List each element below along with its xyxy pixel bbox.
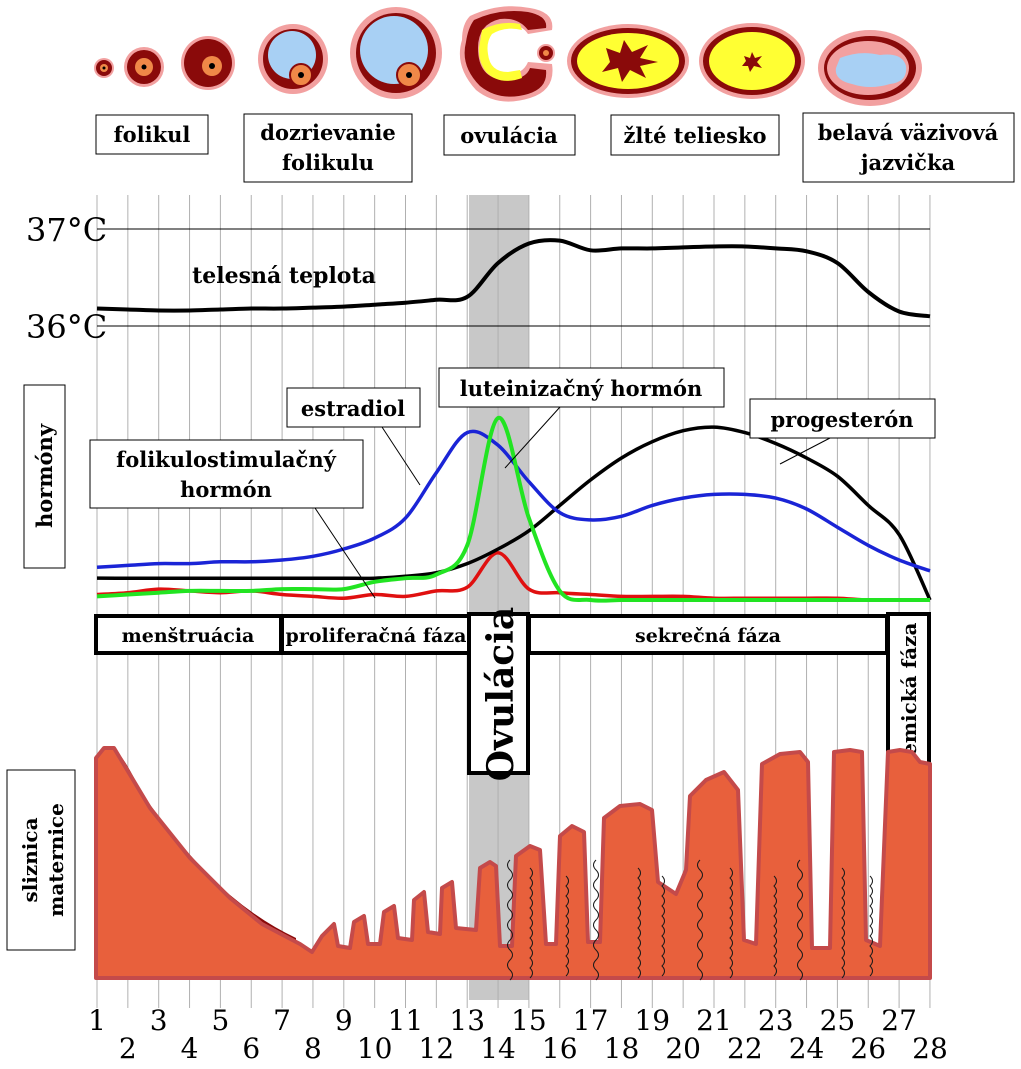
day-label: 26 (850, 1032, 886, 1065)
day-label: 23 (758, 1004, 794, 1037)
corpus-luteum-2-image (699, 23, 805, 99)
follicle-large-image (181, 36, 235, 90)
maturing-follicle-2-image (350, 7, 442, 99)
day-label: 3 (150, 1004, 168, 1037)
phase-label-ovulation: Ovulácia (480, 607, 522, 781)
day-label: 19 (634, 1004, 670, 1037)
follicle-images (94, 6, 922, 106)
stage-label-follicle: folikul (114, 122, 191, 147)
day-label: 11 (388, 1004, 424, 1037)
progesterone-label-box (749, 398, 936, 439)
day-label: 21 (696, 1004, 732, 1037)
progesterone-label: progesterón (770, 407, 913, 432)
day-label: 4 (181, 1032, 199, 1065)
fsh-label-line2: hormón (180, 477, 272, 502)
stage-label-ovulation: ovulácia (460, 123, 558, 148)
endometrium-gland (773, 875, 777, 977)
day-label: 28 (912, 1032, 948, 1065)
lh-label-box (438, 367, 725, 408)
ovulation-follicle-image (459, 6, 555, 102)
temp-tick-37: 37°C (26, 211, 107, 249)
phase-label-menstruation: menštruácia (122, 625, 255, 647)
fsh-label-line1: folikulostimulačný (116, 447, 336, 472)
endometrium-gland (661, 875, 665, 977)
stage-label-corpus-albicans-line2: jazvička (859, 150, 956, 175)
endometrium-gland (869, 875, 873, 977)
day-label: 17 (573, 1004, 609, 1037)
phase-label-secretory: sekrečná fáza (635, 625, 781, 647)
day-label: 6 (242, 1032, 260, 1065)
corpus-albicans-image (818, 30, 922, 106)
fsh-label-box (89, 439, 364, 509)
hormones-axis-label: hormóny (32, 423, 57, 528)
day-label: 10 (357, 1032, 393, 1065)
day-label: 27 (881, 1004, 917, 1037)
day-label: 8 (304, 1032, 322, 1065)
stage-box-corpus-albicans (802, 112, 1015, 183)
day-label: 7 (273, 1004, 291, 1037)
hormones-axis-box (23, 384, 66, 569)
endometrium-gland (637, 867, 641, 979)
endometrium-gland (565, 875, 569, 977)
endometrium-label-line2: maternice (44, 803, 68, 917)
progesterone-curve (96, 425, 932, 601)
day-label: 12 (419, 1032, 455, 1065)
endometrium-gland (729, 867, 733, 979)
stage-label-corpus-albicans-line1: belavá väzivová (818, 120, 999, 145)
maturing-follicle-1-image (258, 24, 328, 94)
day-label: 15 (511, 1004, 547, 1037)
day-label: 24 (789, 1032, 825, 1065)
estradiol-label-box (286, 387, 421, 428)
day-axis: 1234567891011121314151617181920212223242… (88, 1004, 948, 1065)
stage-box-ovulation (443, 114, 576, 156)
endometrium-axis-box (6, 769, 76, 951)
follicle-small-image (94, 58, 114, 78)
stage-labels: folikul dozrievanie folikulu ovulácia žl… (95, 112, 1015, 183)
endometrium-tissue (94, 746, 932, 980)
stage-label-maturation-line2: folikulu (282, 150, 374, 175)
day-label: 20 (665, 1032, 701, 1065)
endometrium-gland (797, 859, 803, 981)
endometrium-label-line1: sliznica (18, 817, 42, 902)
day-label: 9 (335, 1004, 353, 1037)
stage-label-corpus-luteum: žlté teliesko (623, 123, 766, 148)
endometrium-gland (697, 859, 703, 981)
day-label: 18 (604, 1032, 640, 1065)
endometrium-gland (841, 867, 845, 979)
estradiol-label: estradiol (301, 396, 405, 421)
hormone-labels: estradiol luteinizačný hormón progesteró… (89, 367, 936, 509)
temp-tick-36: 36°C (26, 308, 107, 346)
lh-label: luteinizačný hormón (460, 376, 702, 401)
follicle-medium-image (124, 47, 164, 87)
hormone-leader-lines (314, 406, 831, 599)
day-label: 1 (88, 1004, 106, 1037)
day-label: 16 (542, 1032, 578, 1065)
stage-label-maturation-line1: dozrievanie (260, 120, 395, 145)
stage-box-follicle (95, 114, 209, 155)
corpus-luteum-1-image (567, 24, 689, 98)
temperature-label: telesná teplota (192, 263, 376, 289)
stage-box-corpus-luteum (610, 114, 780, 156)
phase-box-proliferative (280, 614, 471, 655)
endometrium-gland (529, 867, 533, 979)
temperature-curve (96, 238, 931, 319)
endometrium-gland (593, 859, 599, 981)
day-label: 22 (727, 1032, 763, 1065)
day-label: 14 (480, 1032, 516, 1065)
phase-label-proliferative: proliferačná fáza (286, 625, 467, 647)
endometrium-gland (507, 859, 513, 981)
phase-box-ovulation (467, 612, 530, 775)
endometrium-glands (507, 859, 873, 981)
day-label: 2 (119, 1032, 137, 1065)
lh-curve (96, 415, 930, 603)
endometrium-illustration (94, 746, 932, 981)
day-label: 5 (211, 1004, 229, 1037)
day-label: 25 (820, 1004, 856, 1037)
stage-box-maturation (243, 113, 413, 183)
day-label: 13 (449, 1004, 485, 1037)
